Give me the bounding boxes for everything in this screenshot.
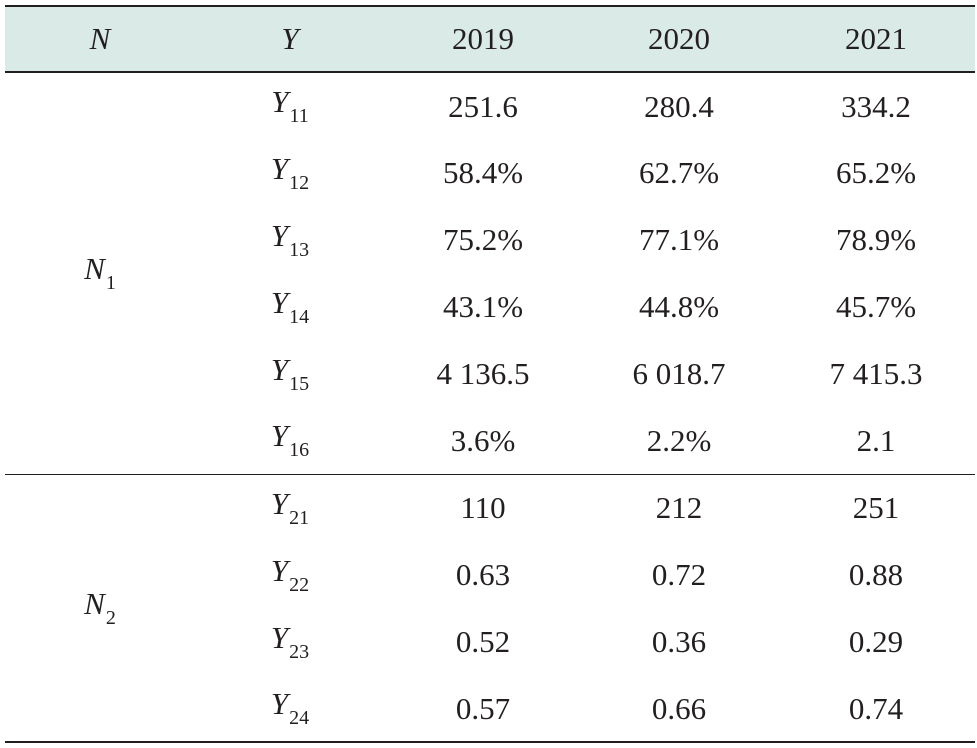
symbol-letter: Y: [271, 84, 289, 119]
table-row: Y16 3.6% 2.2% 2.1: [5, 407, 975, 475]
symbol-subscript: 11: [289, 105, 309, 127]
value-cell: 2.2%: [581, 407, 777, 475]
value-cell: 0.72: [651, 557, 707, 592]
value-cell: 45.7%: [835, 289, 917, 324]
value-cell: 7 415.3: [829, 356, 923, 391]
symbol-subscript: 21: [289, 506, 310, 529]
symbol-letter: N: [84, 251, 105, 287]
value-cell: 0.52: [455, 624, 511, 659]
value-cell: 0.88: [848, 557, 904, 592]
table-row: Y24 0.57 0.66 0.74: [5, 675, 975, 743]
value-cell: 4 136.5: [436, 356, 530, 391]
indicator-cell: Y12: [195, 139, 385, 206]
value-cell: 0.29: [848, 624, 904, 659]
table-row: Y22 0.63 0.72 0.88: [5, 541, 975, 608]
table-row: N2 Y21 110 212 251: [5, 474, 975, 743]
header-row: N Y 2019 2020 2021: [5, 5, 975, 73]
symbol-letter: Y: [270, 418, 289, 454]
data-table: N Y 2019 2020 2021 N1 Y11 251.6 280.4 334.2 Y12 58…: [5, 5, 975, 743]
symbol-subscript: 2: [105, 606, 116, 629]
column-header-0: N: [5, 5, 195, 73]
column-header-2: 2019: [385, 5, 581, 73]
symbol-subscript: 14: [289, 305, 310, 328]
value-cell: 251.6: [448, 88, 518, 124]
table-row: Y12 58.4% 62.7% 65.2%: [5, 139, 975, 206]
value-cell: 0.74: [777, 675, 975, 743]
symbol-subscript: 24: [289, 707, 310, 729]
value-cell: 44.8%: [638, 289, 720, 324]
indicator-cell: Y11: [195, 72, 385, 139]
symbol-subscript: 23: [289, 640, 310, 663]
value-cell: 212: [655, 490, 703, 526]
symbol-subscript: 1: [105, 272, 116, 295]
indicator-cell: Y23: [195, 608, 385, 675]
group-label-cell: N2: [5, 474, 195, 743]
symbol-subscript: 12: [289, 171, 310, 194]
symbol-letter: Y: [270, 150, 289, 186]
value-cell: 0.57: [385, 675, 581, 743]
symbol-letter: Y: [270, 217, 289, 253]
column-header-3: 2020: [581, 5, 777, 73]
symbol-subscript: 22: [289, 573, 310, 596]
value-cell: 110: [460, 490, 506, 526]
table-row: Y14 43.1% 44.8% 45.7%: [5, 273, 975, 340]
indicator-cell: Y22: [195, 541, 385, 608]
symbol-subscript: 16: [289, 439, 310, 462]
table-header: N Y 2019 2020 2021: [5, 5, 975, 73]
column-header-4: 2021: [777, 5, 975, 73]
indicator-cell: Y24: [195, 675, 385, 743]
value-cell: 251: [852, 490, 900, 526]
value-cell: 77.1%: [638, 222, 720, 257]
value-cell: 75.2%: [442, 222, 524, 257]
symbol-letter: Y: [270, 686, 289, 721]
indicator-cell: Y16: [195, 407, 385, 475]
value-cell: 43.1%: [442, 289, 524, 324]
value-cell: 62.7%: [638, 155, 720, 190]
symbol-letter: Y: [270, 552, 289, 588]
value-cell: 6 018.7: [632, 356, 726, 391]
group-label-cell: N1: [5, 72, 195, 475]
value-cell: 58.4%: [442, 155, 524, 190]
symbol-subscript: 15: [289, 372, 310, 395]
symbol-letter: Y: [270, 284, 289, 320]
symbol-letter: N: [84, 585, 105, 621]
symbol-letter: Y: [270, 619, 289, 655]
symbol-subscript: 13: [289, 238, 310, 261]
table-row: N1 Y11 251.6 280.4 334.2: [5, 72, 975, 475]
value-cell: 0.66: [581, 675, 777, 743]
value-cell: 280.4: [644, 88, 714, 124]
indicator-cell: Y15: [195, 340, 385, 407]
value-cell: 334.2: [841, 88, 911, 124]
table-row: Y13 75.2% 77.1% 78.9%: [5, 206, 975, 273]
table-row: Y23 0.52 0.36 0.29: [5, 608, 975, 675]
symbol-letter: Y: [270, 485, 289, 521]
value-cell: 78.9%: [835, 222, 917, 257]
value-cell: 0.36: [651, 624, 707, 659]
column-header-1: Y: [195, 5, 385, 73]
value-cell: 65.2%: [835, 155, 917, 190]
value-cell: 0.63: [455, 557, 511, 592]
table-body: N1 Y11 251.6 280.4 334.2 Y12 58.4% 62.7% 65.2% Y1…: [5, 72, 975, 743]
indicator-cell: Y13: [195, 206, 385, 273]
symbol-letter: Y: [270, 351, 289, 387]
table-row: Y15 4 136.5 6 018.7 7 415.3: [5, 340, 975, 407]
value-cell: 3.6%: [385, 407, 581, 475]
value-cell: 2.1: [777, 407, 975, 475]
indicator-cell: Y14: [195, 273, 385, 340]
indicator-cell: Y21: [195, 474, 385, 541]
